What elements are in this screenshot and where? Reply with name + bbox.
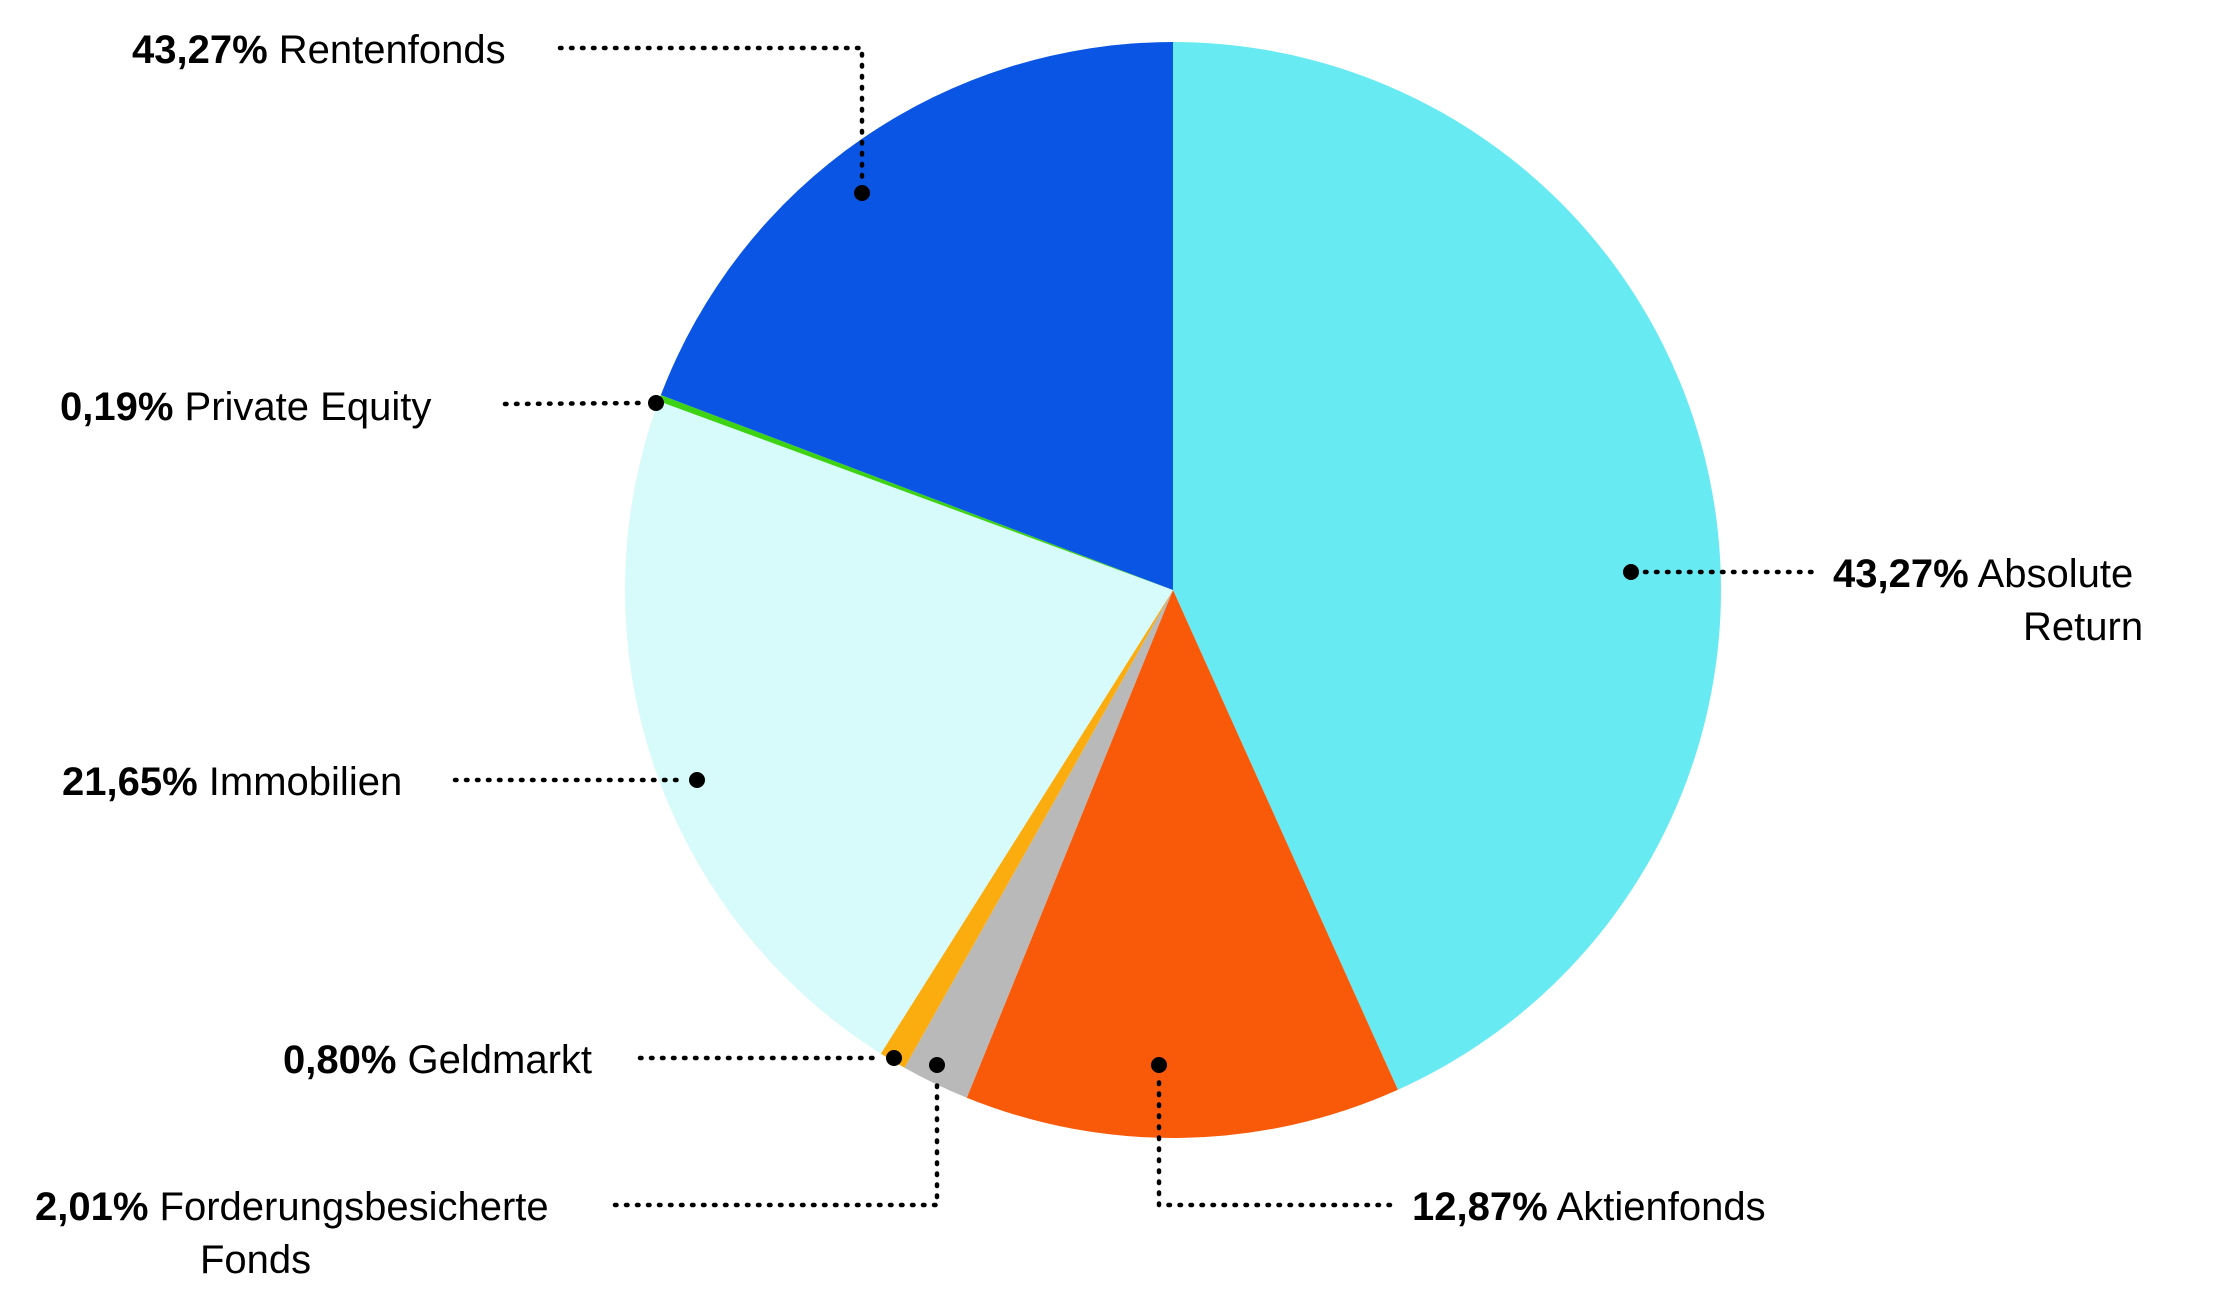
forderungsbesicherte-dot <box>929 1057 945 1073</box>
label-forderungsbesicherte-line1: 2,01% Forderungsbesicherte <box>35 1181 549 1234</box>
pie-slice-aktienfonds <box>966 590 1398 1138</box>
pie-slice-forderungsbesicherte-fonds <box>904 590 1173 1098</box>
label-absolute-return-line1: 43,27% Absolute <box>1833 548 2143 601</box>
label-geldmarkt-percent: 0,80% <box>283 1038 397 1082</box>
pie-slice-private-equity <box>658 395 1173 590</box>
pie-slice-immobilien <box>624 401 1173 1054</box>
label-rentenfonds-percent: 43,27% <box>132 28 268 72</box>
label-aktienfonds: 12,87% Aktienfonds <box>1412 1181 1766 1234</box>
label-absolute-return-percent: 43,27% <box>1833 552 1969 596</box>
label-rentenfonds-name: Rentenfonds <box>278 28 506 72</box>
label-private-equity: 0,19% Private Equity <box>60 381 431 434</box>
label-aktienfonds-name: Aktienfonds <box>1556 1185 1766 1229</box>
label-absolute-return-name-line2: Return <box>2023 604 2144 649</box>
private-equity-leader-line <box>502 400 647 407</box>
pie-slice-absolute-return <box>1173 42 1721 1090</box>
pie-slice-rentenfonds <box>660 42 1173 590</box>
label-forderungsbesicherte-percent: 2,01% <box>35 1185 149 1229</box>
label-forderungsbesicherte-name-line1: Forderungsbesicherte <box>159 1185 549 1229</box>
label-immobilien-name: Immobilien <box>208 760 403 804</box>
rentenfonds-leader-line <box>557 45 865 185</box>
absolute-return-dot <box>1623 564 1639 580</box>
geldmarkt-dot <box>886 1050 902 1066</box>
label-rentenfonds: 43,27% Rentenfonds <box>132 24 506 77</box>
label-geldmarkt-name: Geldmarkt <box>407 1038 593 1082</box>
callout-dots <box>648 185 1639 1073</box>
label-forderungsbesicherte-name-line2: Fonds <box>200 1237 312 1282</box>
label-absolute-return-name-line1: Absolute <box>1977 552 2134 596</box>
aktienfonds-leader-line <box>1156 1074 1393 1208</box>
label-immobilien-percent: 21,65% <box>62 760 198 804</box>
immobilien-dot <box>689 772 705 788</box>
label-forderungsbesicherte: 2,01% Forderungsbesicherte Fonds <box>35 1181 549 1287</box>
label-immobilien: 21,65% Immobilien <box>62 756 402 809</box>
pie-slices <box>624 42 1721 1138</box>
private-equity-dot <box>648 395 664 411</box>
pie-slice-geldmarkt <box>880 590 1173 1068</box>
label-private-equity-percent: 0,19% <box>60 385 174 429</box>
label-geldmarkt: 0,80% Geldmarkt <box>283 1034 592 1087</box>
rentenfonds-dot <box>854 185 870 201</box>
label-absolute-return: 43,27% Absolute Return <box>1833 548 2143 654</box>
label-aktienfonds-percent: 12,87% <box>1412 1185 1548 1229</box>
forderungsbesicherte-leader-line <box>612 1074 940 1208</box>
aktienfonds-dot <box>1151 1057 1167 1073</box>
label-private-equity-name: Private Equity <box>184 385 432 429</box>
leader-lines <box>452 45 1818 1208</box>
